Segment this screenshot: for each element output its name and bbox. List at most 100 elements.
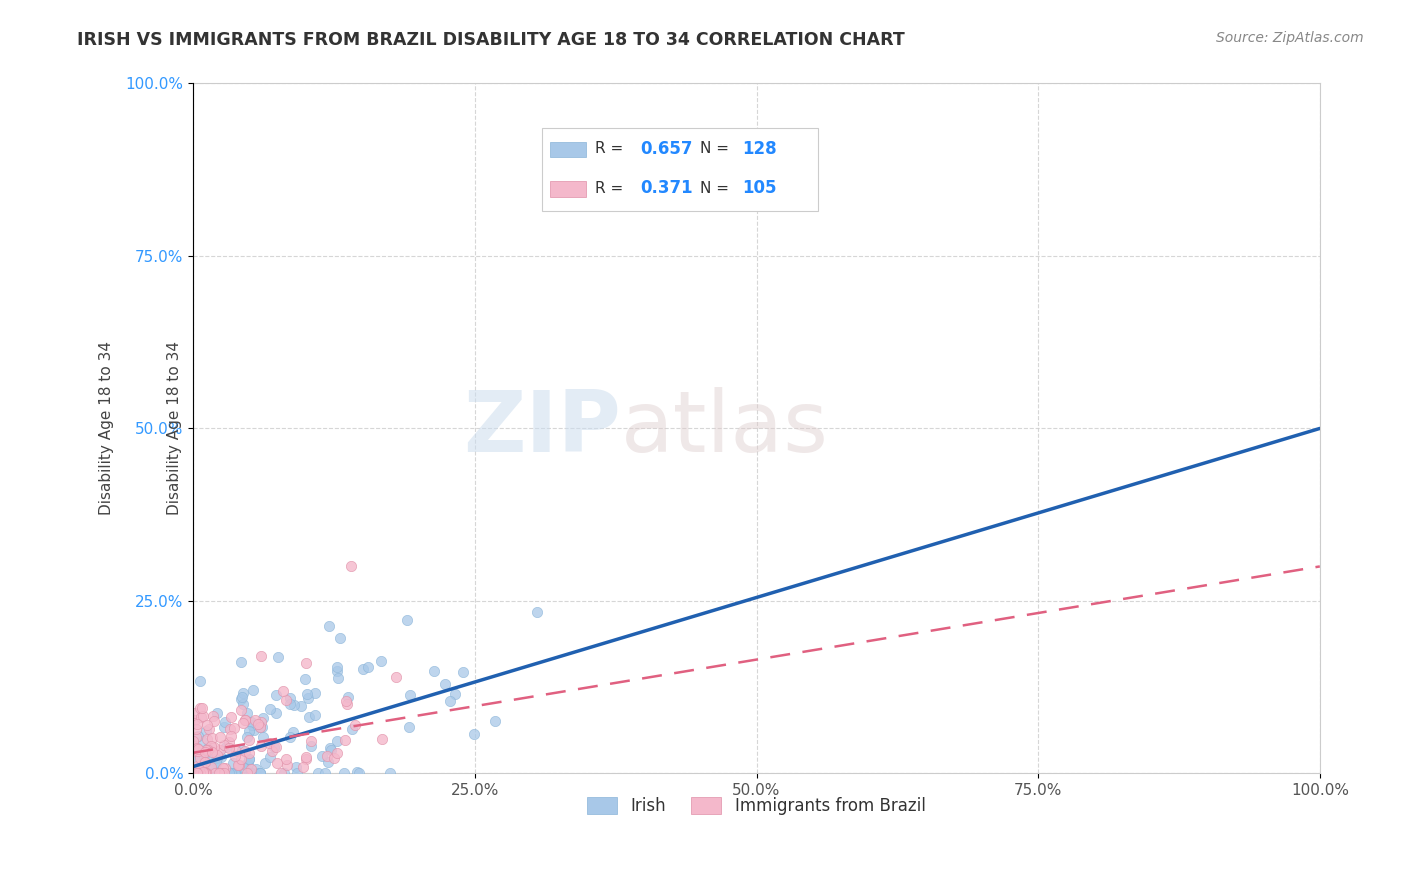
Point [184,714,207,728]
Point [264,706,287,720]
Point [297,691,319,706]
Point [253,756,276,770]
Point [347,766,370,780]
Point [292,759,315,773]
Point [290,699,312,714]
Point [211,766,233,780]
Point [215,740,238,755]
Point [207,706,229,721]
Point [184,741,207,756]
Point [188,766,211,780]
Text: 0.657: 0.657 [641,140,693,158]
Point [211,766,233,780]
Point [250,720,273,734]
Point [319,743,342,757]
Point [398,720,420,734]
Point [326,746,349,760]
Point [238,724,260,739]
Point [187,766,209,780]
Point [328,671,350,685]
Point [202,766,225,780]
Point [278,698,301,712]
Point [183,742,205,756]
Point [250,714,273,729]
Point [184,730,207,744]
Point [276,693,298,707]
Point [443,687,465,701]
Point [329,631,352,645]
Point [238,766,260,780]
Point [398,688,420,702]
Text: R =: R = [595,181,628,196]
Point [281,725,304,739]
Point [201,745,224,759]
Point [245,766,267,780]
Point [259,749,281,764]
Point [273,683,295,698]
Point [239,762,262,776]
Point [188,766,211,780]
Point [219,710,242,724]
Point [194,723,217,738]
Point [249,766,271,780]
Point [186,754,208,768]
Point [335,733,357,747]
Point [371,732,394,747]
Point [263,739,285,754]
Point [186,740,208,755]
Point [240,718,263,732]
Point [221,766,243,780]
Point [307,766,329,780]
Point [188,766,211,780]
Point [238,752,260,766]
Point [191,701,214,715]
Point [186,766,208,780]
Point [194,766,217,780]
Point [195,746,218,760]
Point [222,721,245,735]
Point [229,703,252,717]
Text: N =: N = [700,181,734,196]
Point [423,664,446,678]
Point [188,701,211,715]
Point [224,766,246,780]
Point [299,734,322,748]
Point [194,745,217,759]
Y-axis label: Disability Age 18 to 34: Disability Age 18 to 34 [167,342,183,516]
Point [299,739,322,753]
Point [231,743,253,757]
Point [183,706,205,720]
Point [284,760,307,774]
Point [231,655,253,669]
Point [186,766,208,780]
Point [187,766,209,780]
Point [205,755,228,769]
Point [224,766,246,780]
Point [370,654,392,668]
Point [211,761,233,775]
Point [232,697,254,711]
Point [238,752,260,766]
Point [283,698,305,713]
Point [236,756,259,771]
Point [205,751,228,765]
Point [294,752,316,766]
Point [224,766,246,780]
Text: Source: ZipAtlas.com: Source: ZipAtlas.com [1216,31,1364,45]
Point [232,760,254,774]
Text: ZIP: ZIP [464,387,621,470]
Point [298,710,321,724]
Point [252,730,274,744]
Point [225,765,247,780]
Point [198,761,221,775]
Point [385,670,408,684]
Point [333,766,356,780]
Point [236,706,259,720]
Point [214,714,236,729]
Point [190,710,212,724]
Point [194,766,217,780]
Point [232,716,254,731]
Point [316,756,339,770]
Point [270,766,292,780]
Point [295,656,318,670]
